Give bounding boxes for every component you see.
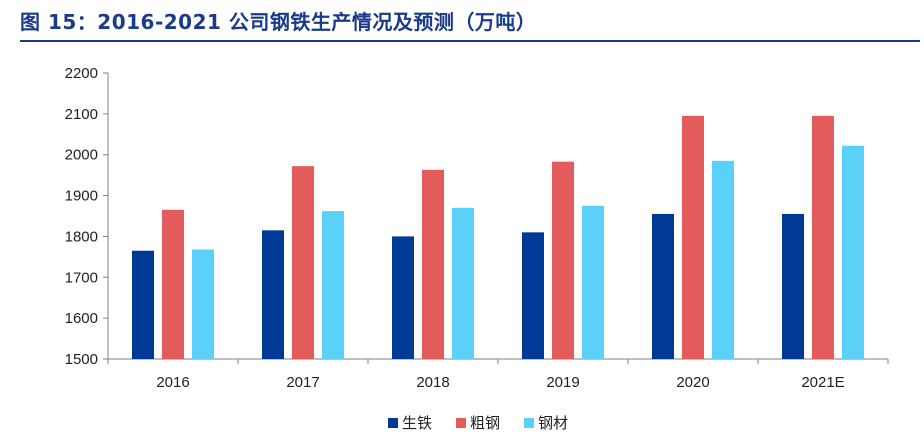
y-tick-label: 1900 xyxy=(65,188,98,205)
y-tick-label: 2100 xyxy=(65,106,98,123)
bar-生铁-2021E xyxy=(782,213,804,359)
x-tick-label: 2020 xyxy=(676,374,709,391)
y-tick-label: 1600 xyxy=(65,310,98,327)
bar-钢材-2018 xyxy=(452,207,474,359)
y-tick-label: 1700 xyxy=(65,269,98,286)
bar-钢材-2021E xyxy=(842,145,864,359)
y-tick-label: 2000 xyxy=(65,147,98,164)
bar-生铁-2016 xyxy=(132,250,154,359)
legend: 生铁 粗钢 钢材 xyxy=(388,414,568,432)
x-tick-label: 2017 xyxy=(286,374,319,391)
bar-生铁-2019 xyxy=(522,232,544,359)
legend-label: 生铁 xyxy=(402,414,432,432)
bar-粗钢-2019 xyxy=(552,161,574,359)
title-underline xyxy=(20,40,920,42)
bar-生铁-2017 xyxy=(262,230,284,359)
bar-钢材-2019 xyxy=(582,205,604,359)
x-tick-label: 2018 xyxy=(416,374,449,391)
chart-title: 图 15：2016-2021 公司钢铁生产情况及预测（万吨） xyxy=(20,10,537,34)
bar-钢材-2020 xyxy=(712,160,734,359)
bar-粗钢-2020 xyxy=(682,115,704,360)
legend-swatch xyxy=(388,418,398,428)
bar-生铁-2020 xyxy=(652,213,674,359)
y-tick-label: 1800 xyxy=(65,228,98,245)
bar-粗钢-2018 xyxy=(422,169,444,359)
bar-生铁-2018 xyxy=(392,236,414,359)
x-tick-label: 2016 xyxy=(156,374,189,391)
axes: 1500 1600 1700 1800 1900 2000 2100 2200 2016 2017… xyxy=(65,65,889,391)
legend-label: 粗钢 xyxy=(470,414,500,432)
x-tick-label: 2021E xyxy=(801,374,844,391)
bar-钢材-2016 xyxy=(192,249,214,359)
y-tick-label: 2200 xyxy=(65,65,98,82)
bar-粗钢-2017 xyxy=(292,166,314,359)
legend-swatch xyxy=(524,418,534,428)
bar-钢材-2017 xyxy=(322,211,344,359)
bar-粗钢-2016 xyxy=(162,209,184,359)
bar-粗钢-2021E xyxy=(812,115,834,360)
x-tick-label: 2019 xyxy=(546,374,579,391)
legend-label: 钢材 xyxy=(538,414,568,432)
y-tick-label: 1500 xyxy=(65,351,98,368)
legend-swatch xyxy=(456,418,466,428)
bars xyxy=(132,115,864,360)
